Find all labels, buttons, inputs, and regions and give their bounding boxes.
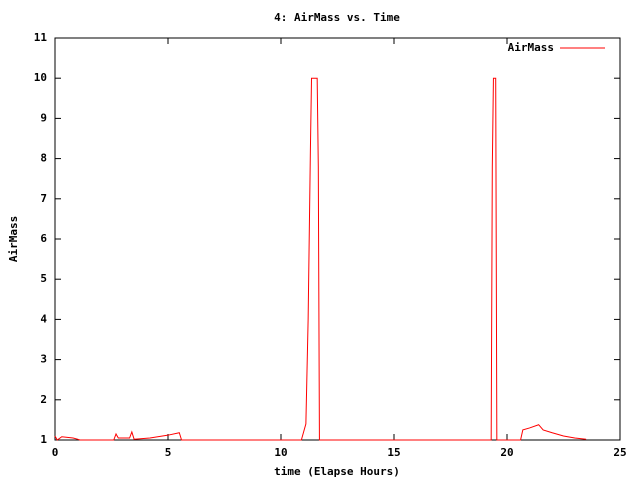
y-tick-label: 11: [34, 31, 48, 44]
x-tick-label: 20: [500, 446, 513, 459]
y-tick-label: 5: [40, 272, 47, 285]
y-tick-label: 1: [40, 433, 47, 446]
x-tick-label: 10: [274, 446, 287, 459]
plot-border: [54, 37, 621, 441]
y-tick-label: 9: [40, 111, 47, 124]
x-tick-label: 15: [387, 446, 400, 459]
x-axis-label: time (Elapse Hours): [274, 465, 400, 478]
legend-label: AirMass: [508, 41, 554, 54]
y-tick-label: 4: [40, 312, 47, 325]
x-tick-label: 5: [165, 446, 172, 459]
y-tick-label: 3: [40, 353, 47, 366]
y-tick-label: 6: [40, 232, 47, 245]
y-tick-label: 8: [40, 152, 47, 165]
y-tick-label: 2: [40, 393, 47, 406]
x-tick-label: 0: [52, 446, 59, 459]
y-tick-label: 10: [34, 71, 47, 84]
chart-title: 4: AirMass vs. Time: [274, 11, 400, 24]
x-tick-label: 25: [613, 446, 626, 459]
data-line: [54, 77, 587, 441]
y-tick-label: 7: [40, 192, 47, 205]
y-axis-label: AirMass: [7, 216, 20, 262]
